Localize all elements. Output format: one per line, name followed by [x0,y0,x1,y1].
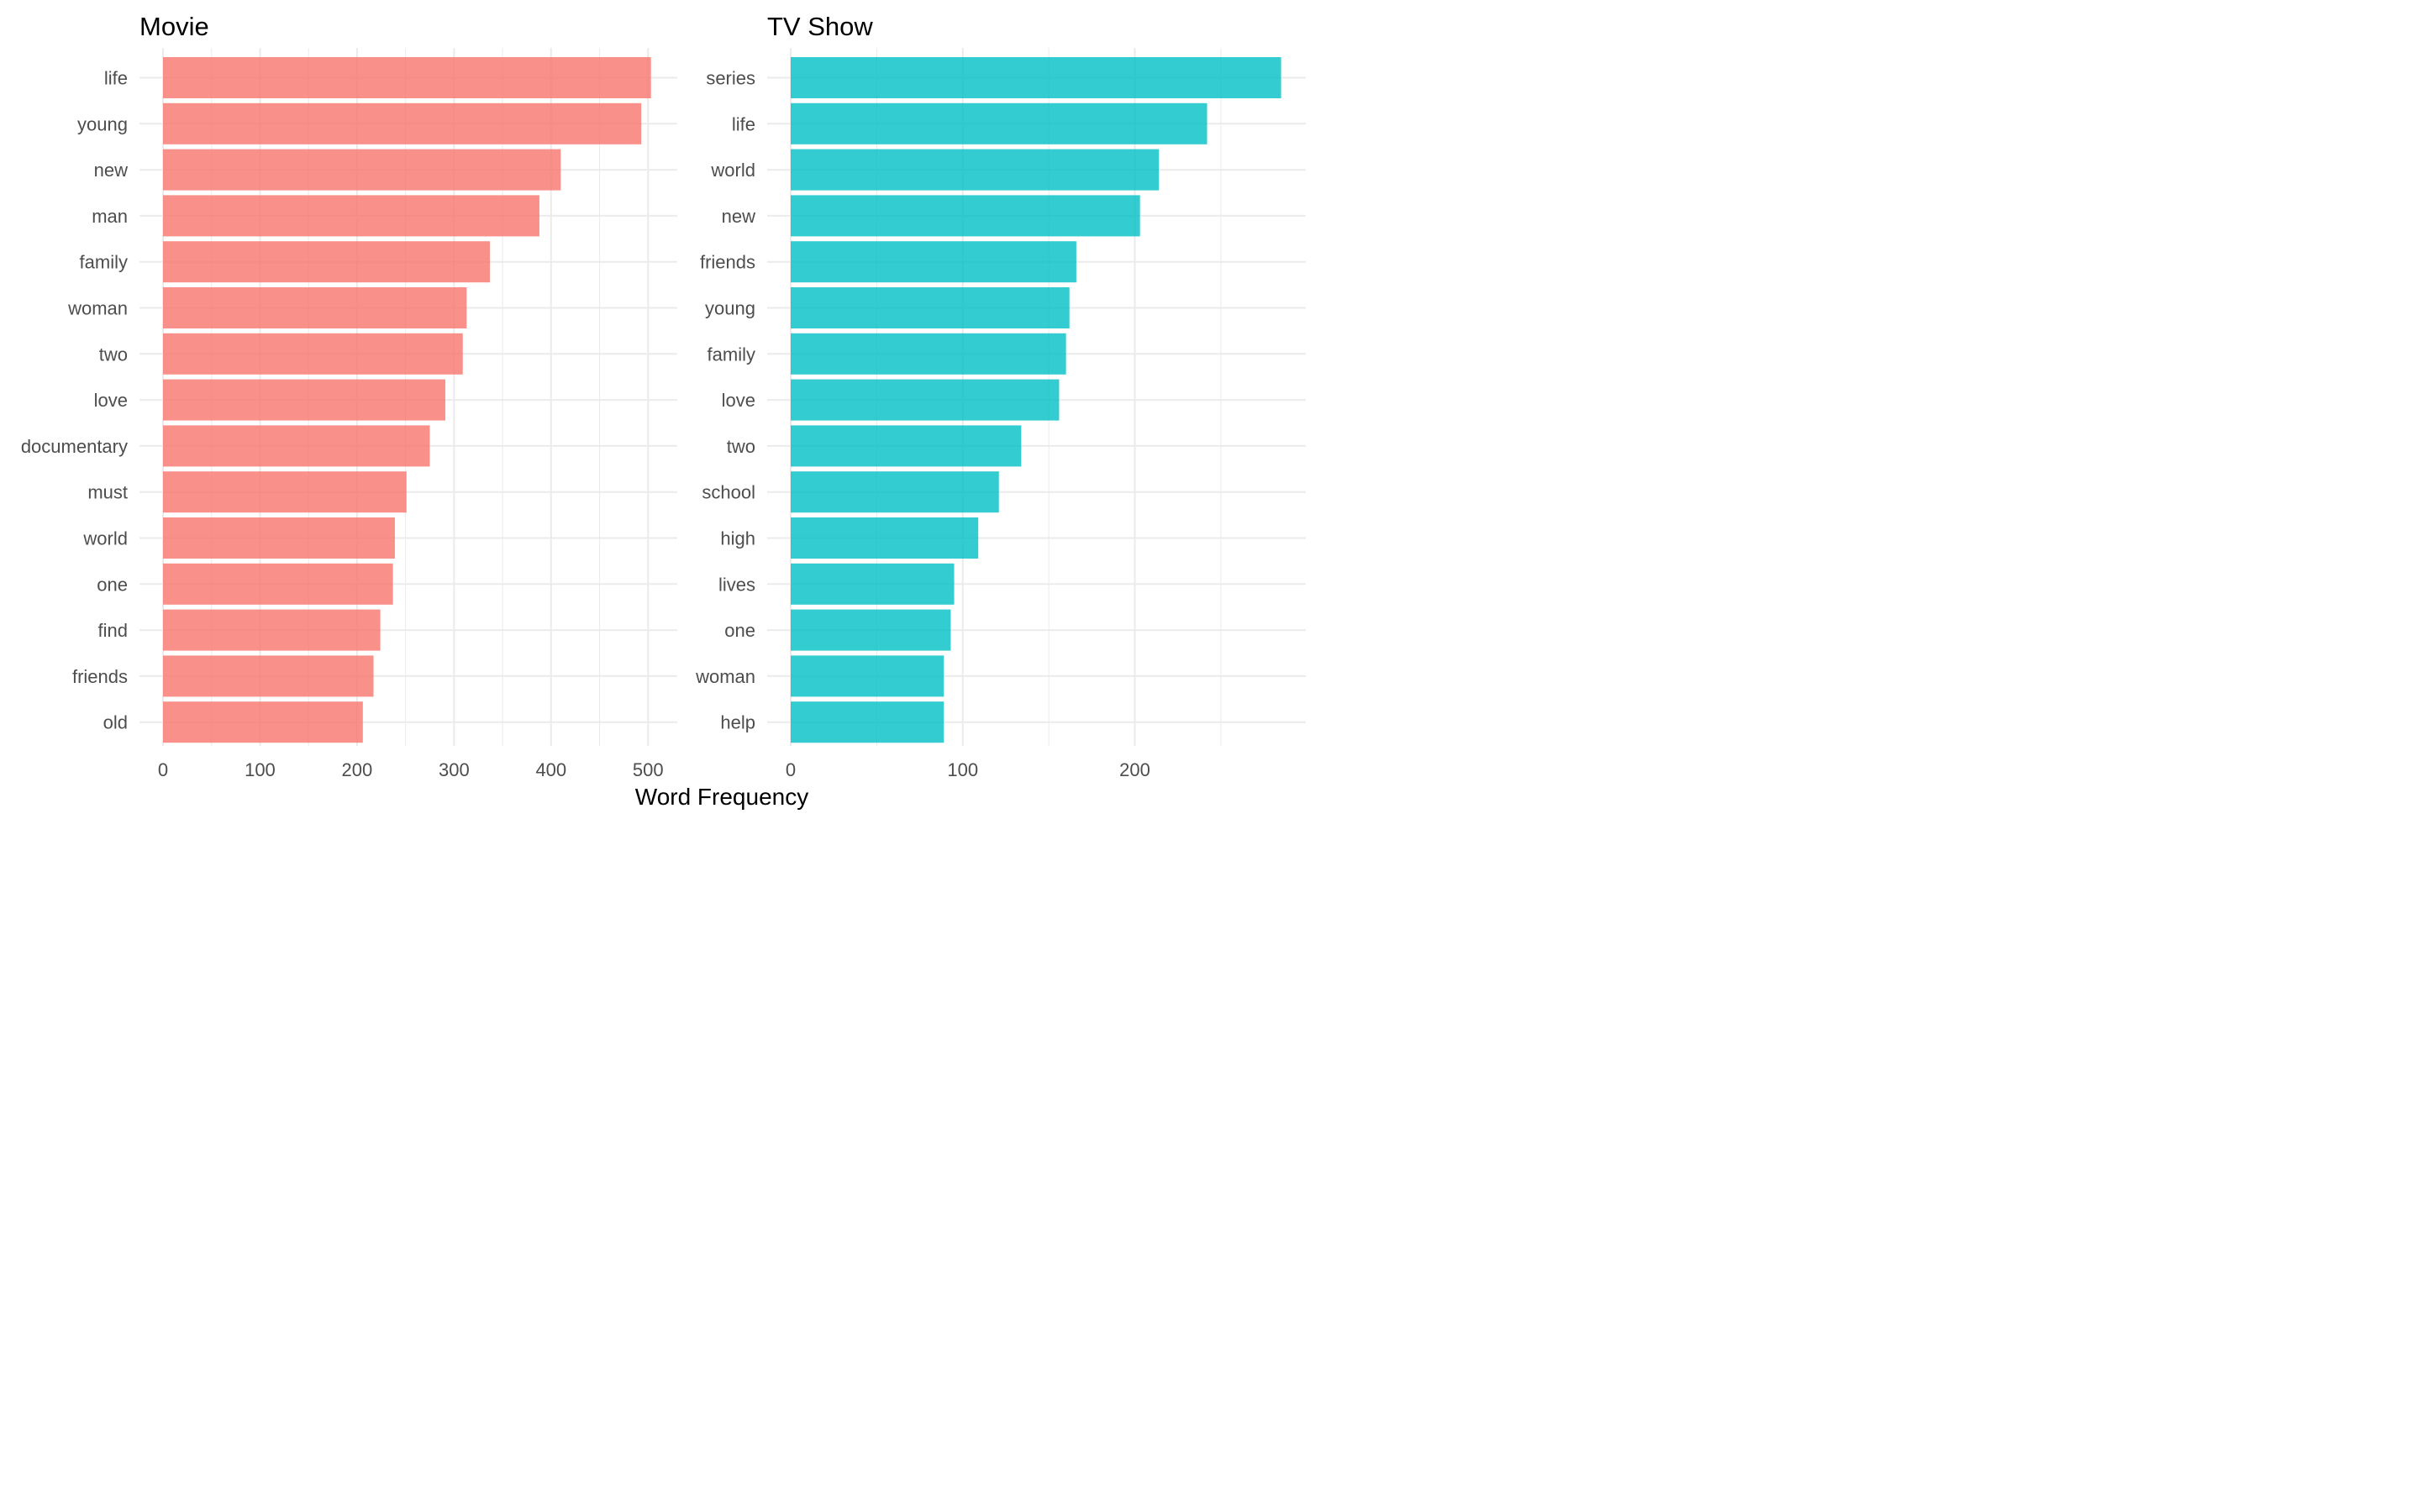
bar-lives [791,563,955,605]
category-label: one [97,574,128,595]
bar-new [791,195,1140,237]
category-label: lives [718,574,755,595]
x-tick-label: 200 [342,759,373,780]
category-label: find [98,620,128,641]
category-label: must [87,482,128,503]
bar-two [791,425,1022,467]
bar-old [163,701,363,743]
bar-woman [163,287,467,328]
category-label: life [104,68,128,89]
bar-life [791,102,1207,144]
chart-svg: life young new man family woman two love documen… [21,12,1306,810]
panel-tv-show: series life world new friends young family love… [695,12,1306,780]
bar-one [163,563,393,605]
bar-documentary [163,425,430,467]
category-label: woman [695,666,755,687]
x-axis-title: Word Frequency [635,784,808,810]
bar-love [163,379,445,421]
bar-help [791,701,944,743]
category-label: family [80,252,128,273]
bar-family [163,241,491,283]
x-tick-label: 0 [158,759,168,780]
category-label: friends [72,666,128,687]
bar-young [163,102,642,144]
category-label: high [720,528,755,549]
panel-title: TV Show [767,12,873,41]
category-label: two [727,436,755,457]
category-label: young [77,113,128,134]
category-label: one [724,620,755,641]
category-label: world [82,528,128,549]
category-label: young [705,298,755,319]
category-label: two [99,344,128,365]
x-tick-label: 400 [535,759,566,780]
bar-world [791,149,1160,191]
bar-series [791,57,1281,98]
bar-woman [791,655,944,697]
bar-world [163,517,395,559]
x-tick-label: 300 [439,759,470,780]
bar-friends [163,655,374,697]
category-label: family [708,344,755,365]
bar-new [163,149,561,191]
bar-friends [791,241,1076,283]
category-label: school [702,482,755,503]
bar-love [791,379,1060,421]
x-tick-label: 100 [245,759,276,780]
x-tick-label: 100 [947,759,978,780]
category-label: woman [67,298,128,319]
category-label: new [94,160,128,181]
bar-find [163,609,381,651]
bar-one [791,609,951,651]
category-label: documentary [21,436,128,457]
bar-life [163,57,651,98]
x-tick-label: 500 [633,759,664,780]
chart-container: life young new man family woman two love documen… [0,0,1312,816]
category-label: world [710,160,755,181]
category-label: man [92,206,128,227]
bar-family [791,333,1066,375]
category-label: life [732,113,755,134]
category-label: help [720,712,755,733]
x-tick-label: 200 [1119,759,1150,780]
category-label: series [706,68,755,89]
category-label: new [722,206,755,227]
bar-must [163,471,407,513]
x-tick-label: 0 [786,759,796,780]
bar-man [163,195,539,237]
panel-title: Movie [139,12,209,41]
bar-two [163,333,463,375]
bar-school [791,471,999,513]
bar-young [791,287,1070,328]
category-label: friends [700,252,755,273]
bar-high [791,517,979,559]
category-label: love [94,390,128,411]
category-label: old [103,712,128,733]
panel-movie: life young new man family woman two love documen… [21,12,677,780]
category-label: love [722,390,755,411]
